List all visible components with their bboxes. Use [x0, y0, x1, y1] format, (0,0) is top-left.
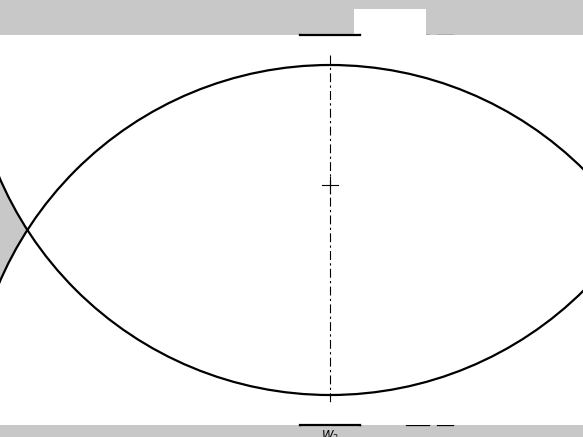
Text: $L_7$: $L_7$: [426, 223, 441, 236]
Text: 2-R: 2-R: [380, 34, 401, 46]
Text: ハンドル
回転中心: ハンドル 回転中心: [68, 130, 101, 161]
Polygon shape: [300, 65, 360, 100]
Wedge shape: [0, 65, 583, 425]
Text: $W_3$: $W_3$: [321, 428, 339, 437]
Wedge shape: [0, 35, 583, 395]
Text: $L_5$: $L_5$: [216, 266, 231, 279]
Polygon shape: [300, 360, 360, 395]
Text: P: P: [455, 226, 469, 234]
Polygon shape: [255, 100, 405, 360]
Text: $L_6$: $L_6$: [238, 223, 254, 237]
Text: Handle
turning center: Handle turning center: [68, 182, 157, 212]
